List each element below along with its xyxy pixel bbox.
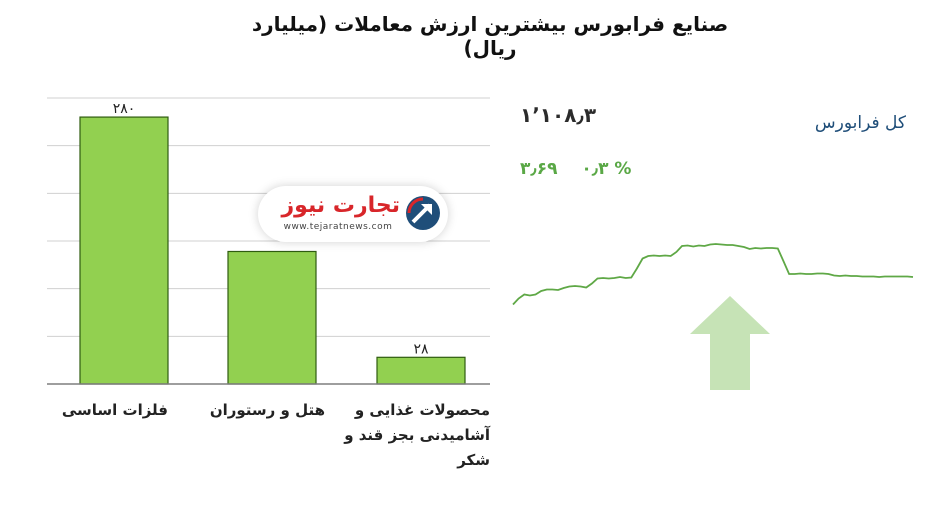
index-value: ۱٬۱۰۸٫۳ (520, 103, 597, 127)
sparkline-series (512, 243, 914, 306)
category-label: محصولات غذایی و آشامیدنی بجز قند و شکر (344, 401, 490, 469)
watermark-url: www.tejaratnews.com (283, 222, 393, 232)
bar-chart: ۲۸۰ ۲۸ (47, 97, 490, 385)
data-labels: ۲۸۰ ۲۸ (113, 101, 429, 357)
up-arrow-icon (690, 296, 770, 390)
chart-title: صنایع فرابورس بیشترین ارزش معاملات (میلی… (251, 12, 729, 60)
bar (79, 116, 169, 385)
category-label: هتل و رستوران (209, 401, 325, 419)
index-change: ۳٫۶۹ ۰٫۳ % (520, 159, 631, 179)
index-change-percent: ۰٫۳ % (581, 159, 632, 179)
index-change-value: ۳٫۶۹ (520, 159, 558, 179)
bars (79, 116, 466, 385)
bar-data-label: ۲۸ (413, 341, 429, 357)
category-label: فلزات اساسی (61, 401, 168, 419)
watermark: تجارت نیوز www.tejaratnews.com (258, 186, 448, 242)
index-sparkline (512, 243, 914, 306)
bar (227, 250, 317, 385)
bar-data-label: ۲۸۰ (113, 101, 136, 117)
watermark-brand: تجارت نیوز (281, 193, 400, 218)
index-name: کل فرابورس (814, 113, 906, 133)
bar (376, 356, 466, 385)
tejaratnews-logo-icon (406, 196, 440, 230)
